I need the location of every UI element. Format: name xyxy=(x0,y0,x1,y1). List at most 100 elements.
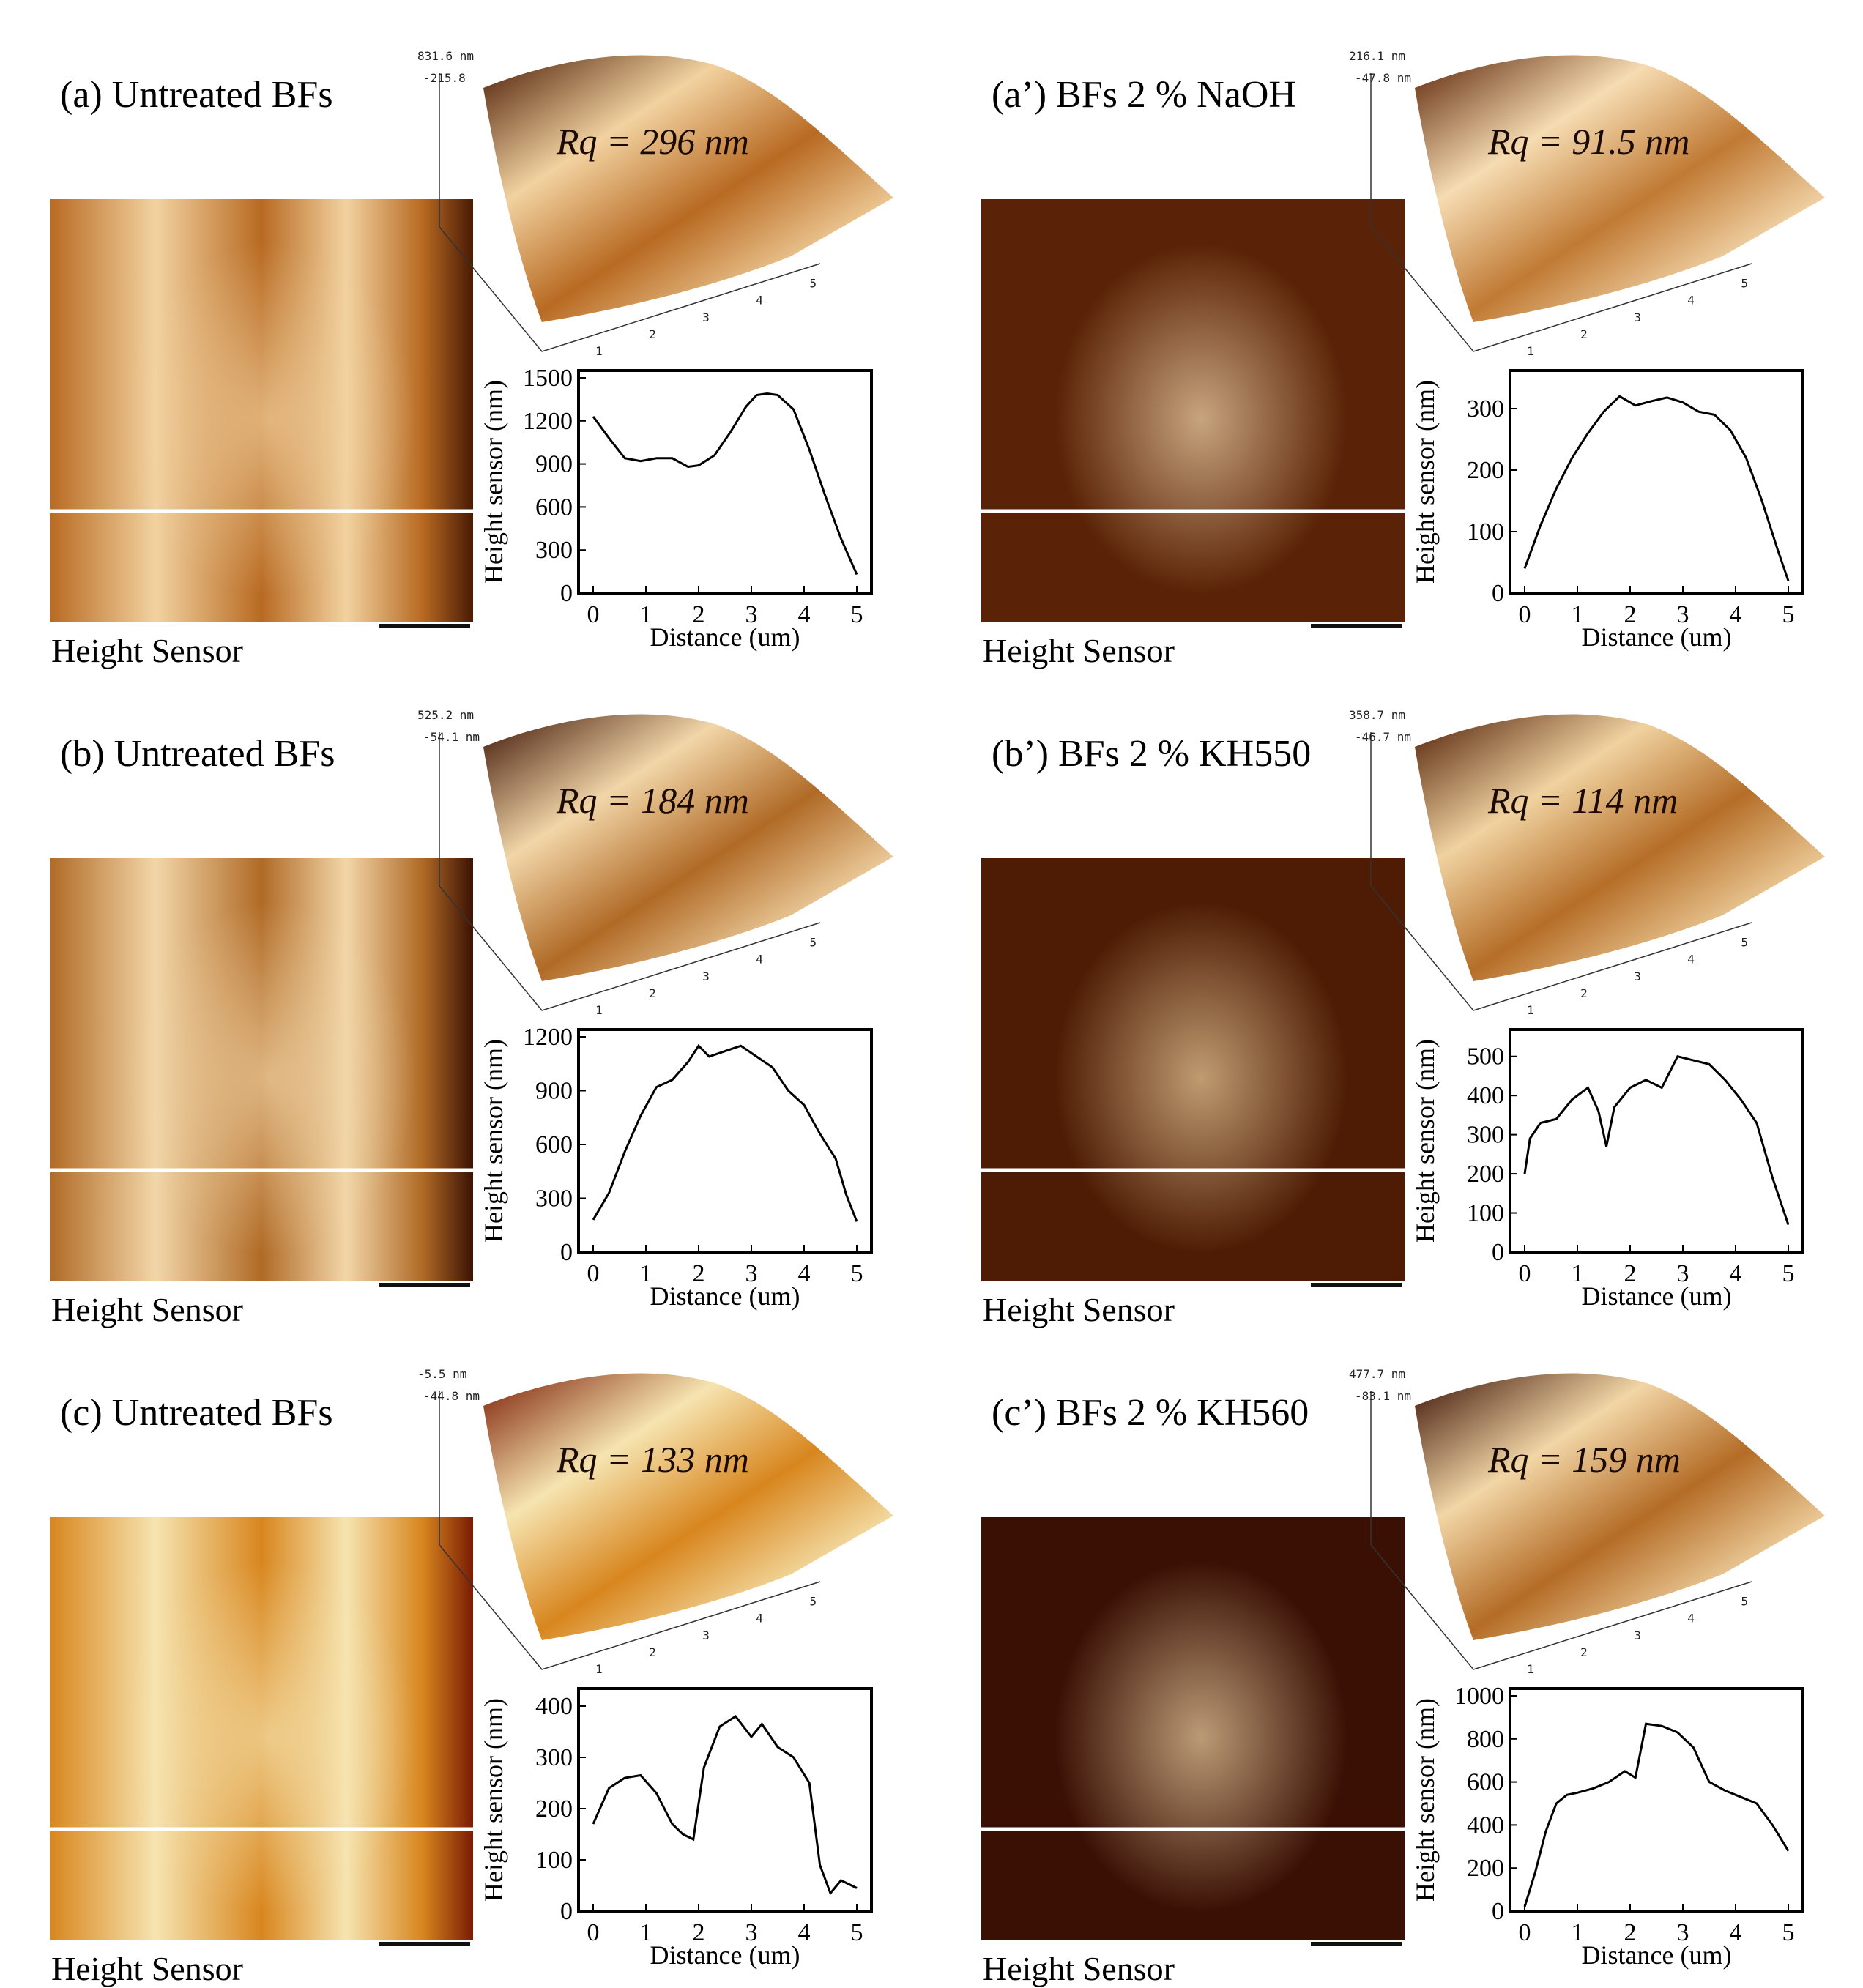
y-tick-label: 400 xyxy=(535,1693,573,1720)
x-tick-label: 2 xyxy=(693,1919,705,1946)
afm-3d-surface: 1 2 3 4 5 -5.5 nm -44.8 nm Rq = 133 nm xyxy=(410,1362,932,1684)
x-tick-label: 1 xyxy=(640,1919,652,1946)
x-tick-label: 4 xyxy=(798,1260,811,1287)
surface-tick-label: 3 xyxy=(702,310,710,324)
y-tick-label: 0 xyxy=(560,1239,573,1266)
surface-tick-label: 5 xyxy=(809,277,817,291)
image-caption: Height Sensor xyxy=(51,1950,243,1987)
x-tick-label: 5 xyxy=(851,1919,863,1946)
z-min-label: -47.8 nm xyxy=(1355,71,1411,85)
surface-tick-label: 5 xyxy=(809,936,817,950)
y-tick-label: 200 xyxy=(1467,1161,1504,1188)
y-tick-label: 200 xyxy=(1467,1855,1504,1882)
x-tick-label: 0 xyxy=(587,601,600,628)
x-tick-label: 4 xyxy=(798,601,811,628)
afm-height-image xyxy=(981,1517,1405,1940)
y-tick-label: 200 xyxy=(1467,457,1504,484)
surface-mesh xyxy=(1415,714,1825,981)
panel-label: (b’) BFs 2 % KH550 xyxy=(992,733,1312,775)
afm-3d-surface: 1 2 3 4 5 358.7 nm -46.7 nm Rq = 114 nm xyxy=(1342,703,1863,1025)
z-min-label: -54.1 nm xyxy=(423,730,480,744)
surface-tick-label: 2 xyxy=(649,986,656,1000)
y-tick-label: 300 xyxy=(535,1744,573,1771)
rq-value: Rq = 91.5 nm xyxy=(1487,121,1689,162)
plot-frame xyxy=(577,369,873,595)
surface-tick-label: 1 xyxy=(1527,1003,1534,1017)
rq-value: Rq = 296 nm xyxy=(556,121,749,162)
z-min-label: -215.8 xyxy=(423,71,466,85)
x-tick-label: 3 xyxy=(745,1260,758,1287)
x-tick-label: 1 xyxy=(1572,601,1584,628)
y-tick-label: 0 xyxy=(1492,1239,1504,1266)
x-tick-label: 4 xyxy=(798,1919,811,1946)
panel-label: (a) Untreated BFs xyxy=(60,74,333,116)
y-tick-label: 300 xyxy=(535,1185,573,1213)
x-tick-label: 5 xyxy=(851,601,863,628)
x-tick-label: 2 xyxy=(693,1260,705,1287)
y-tick-label: 600 xyxy=(1467,1769,1504,1796)
surface-tick-label: 4 xyxy=(1687,953,1695,967)
surface-tick-label: 2 xyxy=(649,1645,656,1659)
y-tick-label: 400 xyxy=(1467,1082,1504,1109)
surface-tick-label: 3 xyxy=(702,969,710,983)
afm-3d-surface: 1 2 3 4 5 831.6 nm -215.8 Rq = 296 nm xyxy=(410,44,932,366)
y-tick-label: 400 xyxy=(1467,1812,1504,1839)
afm-3d-surface: 1 2 3 4 5 216.1 nm -47.8 nm Rq = 91.5 nm xyxy=(1342,44,1863,366)
rq-value: Rq = 114 nm xyxy=(1487,780,1678,821)
scale-bar xyxy=(379,1942,470,1946)
height-profile-chart: 0 1 2 3 4 5 0 200 400 600 800 1000 Distance (um) Heig… xyxy=(1410,1677,1825,1973)
y-tick-label: 600 xyxy=(535,494,573,521)
surface-mesh xyxy=(1415,1373,1825,1640)
z-min-label: -83.1 nm xyxy=(1355,1389,1411,1403)
y-tick-label: 900 xyxy=(535,451,573,478)
x-tick-label: 1 xyxy=(1572,1919,1584,1946)
surface-tick-label: 4 xyxy=(756,953,763,967)
y-tick-label: 300 xyxy=(1467,1122,1504,1149)
afm-height-image xyxy=(981,199,1405,622)
y-axis-label: Height sensor (nm) xyxy=(483,1698,508,1902)
y-tick-label: 1000 xyxy=(1454,1683,1504,1710)
surface-tick-label: 4 xyxy=(1687,294,1695,308)
x-tick-label: 0 xyxy=(1519,601,1531,628)
surface-tick-label: 5 xyxy=(1741,936,1748,950)
y-tick-label: 1200 xyxy=(523,1024,573,1051)
surface-tick-label: 1 xyxy=(1527,1662,1534,1676)
y-tick-label: 300 xyxy=(1467,395,1504,422)
surface-mesh xyxy=(483,714,893,981)
z-max-label: 525.2 nm xyxy=(417,708,474,722)
scale-bar xyxy=(1311,1942,1402,1946)
x-tick-label: 1 xyxy=(640,1260,652,1287)
surface-mesh xyxy=(483,1373,893,1640)
rq-value: Rq = 184 nm xyxy=(556,780,749,821)
z-max-label: 358.7 nm xyxy=(1349,708,1405,722)
z-max-label: 477.7 nm xyxy=(1349,1367,1405,1381)
surface-tick-label: 1 xyxy=(595,1662,603,1676)
scale-bar xyxy=(1311,624,1402,628)
x-tick-label: 2 xyxy=(693,601,705,628)
afm-3d-surface: 1 2 3 4 5 525.2 nm -54.1 nm Rq = 184 nm xyxy=(410,703,932,1025)
rq-value: Rq = 159 nm xyxy=(1487,1439,1681,1480)
surface-tick-label: 3 xyxy=(702,1628,710,1642)
scale-bar xyxy=(379,624,470,628)
y-tick-label: 0 xyxy=(1492,580,1504,607)
surface-tick-label: 1 xyxy=(595,344,603,358)
x-tick-label: 1 xyxy=(640,601,652,628)
panel-label: (a’) BFs 2 % NaOH xyxy=(992,74,1296,116)
y-tick-label: 0 xyxy=(1492,1898,1504,1925)
panel-label: (c) Untreated BFs xyxy=(60,1392,333,1434)
x-tick-label: 5 xyxy=(1782,1260,1795,1287)
z-min-label: -44.8 nm xyxy=(423,1389,480,1403)
height-profile-chart: 0 1 2 3 4 5 0 100 200 300 400 Distance (um) Height s… xyxy=(479,1677,893,1973)
y-axis-label: Height sensor (nm) xyxy=(1415,380,1440,584)
x-tick-label: 0 xyxy=(1519,1260,1531,1287)
image-caption: Height Sensor xyxy=(983,1291,1175,1328)
surface-mesh xyxy=(1415,55,1825,323)
x-tick-label: 3 xyxy=(1677,1919,1689,1946)
y-tick-label: 100 xyxy=(1467,1200,1504,1227)
image-caption: Height Sensor xyxy=(983,632,1175,669)
afm-height-image xyxy=(50,1517,473,1940)
x-tick-label: 5 xyxy=(1782,1919,1795,1946)
x-axis-label: Distance (um) xyxy=(650,1281,800,1311)
y-tick-label: 1500 xyxy=(523,365,573,392)
x-tick-label: 2 xyxy=(1624,601,1637,628)
